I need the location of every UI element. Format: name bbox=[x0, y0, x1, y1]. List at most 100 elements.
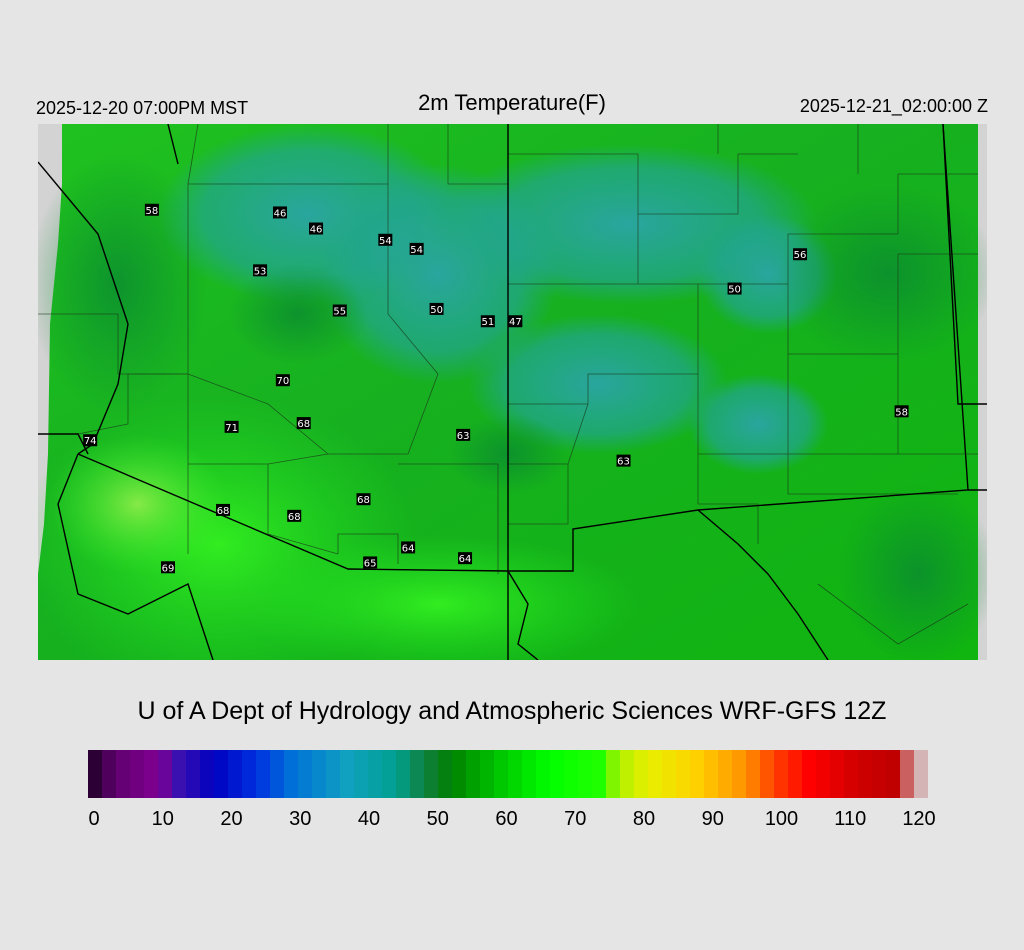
station-value-label: 69 bbox=[161, 561, 176, 574]
colorbar-swatch bbox=[760, 750, 775, 798]
svg-text:68: 68 bbox=[288, 512, 301, 523]
station-value-label: 65 bbox=[363, 556, 378, 569]
colorbar-swatch bbox=[606, 750, 621, 798]
colorbar-swatch bbox=[774, 750, 789, 798]
svg-text:54: 54 bbox=[379, 236, 392, 247]
colorbar-swatch bbox=[354, 750, 369, 798]
colorbar-swatch bbox=[88, 750, 103, 798]
station-value-label: 47 bbox=[508, 315, 523, 328]
station-value-label: 68 bbox=[356, 493, 371, 506]
colorbar-swatch bbox=[312, 750, 327, 798]
colorbar-swatch bbox=[508, 750, 523, 798]
colorbar-tick-label: 70 bbox=[564, 808, 587, 830]
svg-text:65: 65 bbox=[364, 558, 377, 569]
temperature-map: 58 46 46 54 54 53 56 50 55 50 51 47 70 71 68 74 63 58 63 68… bbox=[38, 124, 987, 660]
colorbar-swatch bbox=[396, 750, 411, 798]
colorbar-swatch bbox=[158, 750, 173, 798]
svg-text:64: 64 bbox=[402, 543, 415, 554]
colorbar-swatch bbox=[438, 750, 453, 798]
colorbar-swatch bbox=[732, 750, 747, 798]
colorbar-swatch bbox=[228, 750, 243, 798]
colorbar-tick-labels: 0 10 20 30 40 50 60 70 80 90 100 110 120 bbox=[0, 808, 1024, 838]
colorbar-swatch bbox=[690, 750, 705, 798]
colorbar-swatch bbox=[102, 750, 117, 798]
colorbar-tick-label: 0 bbox=[88, 808, 100, 830]
svg-text:64: 64 bbox=[459, 554, 472, 565]
colorbar-tick-label: 90 bbox=[701, 808, 724, 830]
colorbar-swatch bbox=[424, 750, 439, 798]
station-value-label: 64 bbox=[401, 541, 416, 554]
colorbar-swatch bbox=[676, 750, 691, 798]
station-value-label: 50 bbox=[727, 282, 742, 296]
colorbar-swatch bbox=[256, 750, 271, 798]
svg-text:69: 69 bbox=[162, 563, 175, 574]
station-value-label: 63 bbox=[616, 454, 631, 468]
svg-text:53: 53 bbox=[254, 266, 267, 277]
station-value-label: 71 bbox=[224, 420, 239, 434]
svg-text:58: 58 bbox=[146, 206, 159, 217]
temperature-colorbar bbox=[88, 750, 928, 798]
station-value-label: 68 bbox=[287, 509, 302, 523]
colorbar-swatch bbox=[662, 750, 677, 798]
colorbar-tick-label: 40 bbox=[357, 808, 381, 830]
colorbar-tick-label: 10 bbox=[151, 808, 174, 830]
colorbar-swatch bbox=[200, 750, 215, 798]
station-value-label: 55 bbox=[332, 304, 347, 318]
colorbar-swatch bbox=[172, 750, 187, 798]
colorbar-tick-label: 80 bbox=[632, 808, 656, 830]
colorbar-tick-label: 60 bbox=[495, 808, 518, 830]
station-value-label: 74 bbox=[83, 434, 98, 447]
colorbar-swatch bbox=[788, 750, 803, 798]
colorbar-swatch bbox=[704, 750, 719, 798]
colorbar-swatch bbox=[494, 750, 509, 798]
colorbar-swatch bbox=[620, 750, 635, 798]
colorbar-swatch bbox=[564, 750, 579, 798]
colorbar-swatch bbox=[634, 750, 649, 798]
colorbar-swatch bbox=[186, 750, 201, 798]
svg-text:47: 47 bbox=[509, 317, 522, 328]
station-value-label: 54 bbox=[378, 233, 393, 247]
colorbar-swatch bbox=[802, 750, 817, 798]
svg-text:51: 51 bbox=[481, 317, 494, 328]
svg-text:63: 63 bbox=[617, 457, 630, 468]
colorbar-swatch bbox=[340, 750, 355, 798]
map-title: 2m Temperature(F) bbox=[418, 90, 606, 115]
colorbar-swatch bbox=[718, 750, 733, 798]
colorbar-swatch bbox=[284, 750, 299, 798]
station-value-label: 56 bbox=[793, 248, 808, 261]
colorbar-swatch bbox=[550, 750, 565, 798]
svg-text:55: 55 bbox=[333, 307, 346, 318]
station-value-label: 64 bbox=[458, 552, 473, 565]
colorbar-swatch bbox=[830, 750, 845, 798]
colorbar-swatch bbox=[844, 750, 859, 798]
colorbar-swatch bbox=[144, 750, 159, 798]
colorbar-swatch bbox=[746, 750, 761, 798]
colorbar-tick-label: 100 bbox=[764, 808, 799, 830]
svg-text:46: 46 bbox=[310, 225, 323, 236]
colorbar-swatch bbox=[480, 750, 495, 798]
colorbar-swatch bbox=[648, 750, 663, 798]
svg-text:74: 74 bbox=[84, 436, 97, 447]
colorbar-swatch bbox=[592, 750, 607, 798]
svg-text:50: 50 bbox=[430, 305, 443, 316]
svg-text:46: 46 bbox=[274, 208, 287, 219]
colorbar-swatch bbox=[326, 750, 341, 798]
svg-text:56: 56 bbox=[794, 250, 807, 261]
colorbar-swatch bbox=[214, 750, 229, 798]
colorbar-swatch bbox=[130, 750, 145, 798]
station-value-label: 46 bbox=[272, 206, 287, 219]
colorbar-swatch bbox=[466, 750, 481, 798]
station-value-label: 51 bbox=[480, 315, 495, 328]
station-value-label: 58 bbox=[144, 203, 159, 217]
colorbar-swatch bbox=[452, 750, 467, 798]
station-value-label: 68 bbox=[296, 417, 311, 430]
colorbar-swatch bbox=[382, 750, 397, 798]
colorbar-swatch bbox=[872, 750, 887, 798]
svg-text:68: 68 bbox=[357, 495, 370, 506]
colorbar-swatch bbox=[368, 750, 383, 798]
station-value-label: 46 bbox=[309, 222, 324, 236]
colorbar-swatch bbox=[816, 750, 831, 798]
svg-text:70: 70 bbox=[276, 376, 289, 387]
svg-text:68: 68 bbox=[217, 506, 230, 517]
colorbar-swatch bbox=[914, 750, 928, 798]
